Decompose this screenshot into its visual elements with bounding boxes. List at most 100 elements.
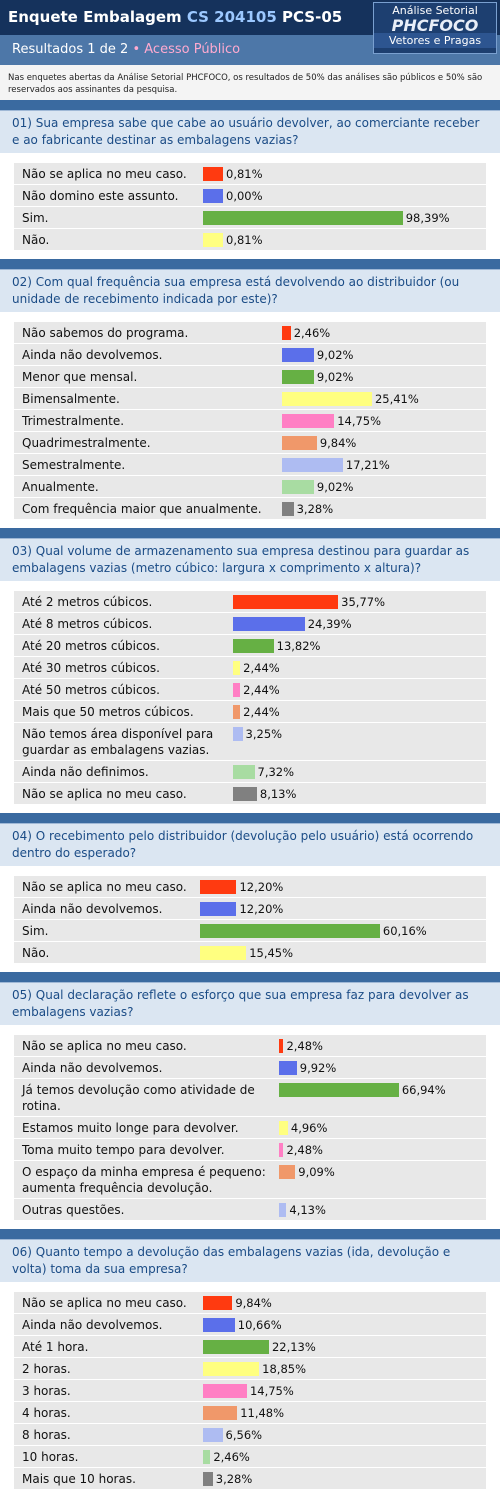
option-label: Ainda não devolvemos. <box>22 1061 163 1075</box>
value-label: 9,02% <box>316 369 354 384</box>
bar-wrap: 9,84% <box>203 1292 272 1313</box>
code: CS 204105 <box>186 8 277 26</box>
bar <box>233 764 255 779</box>
option-row: Não domino este assunto. 0,00% <box>14 185 486 207</box>
bar <box>279 1202 287 1217</box>
bar-wrap: 14,75% <box>203 1380 294 1401</box>
bar-wrap: 22,13% <box>203 1336 316 1357</box>
top-bar: Enquete Embalagem CS 204105 PCS-05 Análi… <box>0 0 500 54</box>
option-row: Ainda não devolvemos. 9,92% <box>14 1057 486 1079</box>
option-label: Sim. <box>22 924 49 938</box>
option-label: 4 horas. <box>22 1406 71 1420</box>
options: Não se aplica no meu caso. 2,48% Ainda não… <box>0 1025 500 1229</box>
value-label: 0,00% <box>226 188 263 203</box>
question-title: 02) Com qual frequência sua empresa está… <box>0 269 500 312</box>
bar <box>203 1427 223 1442</box>
value-label: 2,48% <box>286 1038 323 1053</box>
option-label: Até 1 hora. <box>22 1340 89 1354</box>
bar-wrap: 66,94% <box>279 1079 446 1100</box>
question-section: 05) Qual declaração reflete o esforço qu… <box>0 982 500 1229</box>
question-title: 05) Qual declaração reflete o esforço qu… <box>0 982 500 1025</box>
bar-wrap: 3,28% <box>203 1468 252 1489</box>
value-label: 6,56% <box>225 1427 263 1442</box>
bar <box>203 232 223 247</box>
bar-wrap: 14,75% <box>282 410 381 431</box>
option-label: 8 horas. <box>22 1428 71 1442</box>
bar-wrap: 25,41% <box>282 388 419 409</box>
bar <box>200 945 247 960</box>
access: Acesso Público <box>144 42 241 57</box>
value-label: 24,39% <box>307 616 352 631</box>
bar-wrap: 17,21% <box>282 454 390 475</box>
question-title: 01) Sua empresa sabe que cabe ao usuário… <box>0 110 500 153</box>
question-title: 06) Quanto tempo a devolução das embalag… <box>0 1239 500 1282</box>
option-label: Mais que 10 horas. <box>22 1472 136 1486</box>
option-row: Outras questões. 4,13% <box>14 1199 486 1221</box>
option-label: Bimensalmente. <box>22 392 120 406</box>
bar <box>282 479 314 494</box>
bar <box>282 347 314 362</box>
results: Resultados 1 de 2 <box>12 42 129 57</box>
bar-wrap: 2,44% <box>233 701 280 722</box>
value-label: 35,77% <box>341 594 386 609</box>
bar <box>200 879 237 894</box>
bar <box>282 435 317 450</box>
bar <box>233 660 241 675</box>
option-label: Não temos área disponível para guardar a… <box>22 727 214 757</box>
bar <box>233 616 305 631</box>
bar <box>200 901 237 916</box>
option-label: Até 50 metros cúbicos. <box>22 683 160 697</box>
option-label: 3 horas. <box>22 1384 71 1398</box>
bar <box>203 1449 211 1464</box>
option-label: Não. <box>22 233 50 247</box>
bar-wrap: 12,20% <box>200 898 283 919</box>
bar <box>203 1295 233 1310</box>
option-row: 10 horas. 2,46% <box>14 1446 486 1468</box>
option-label: Quadrimestralmente. <box>22 436 151 450</box>
option-label: 2 horas. <box>22 1362 71 1376</box>
option-row: Toma muito tempo para devolver. 2,48% <box>14 1139 486 1161</box>
question-section: 04) O recebimento pelo distribuidor (dev… <box>0 823 500 972</box>
value-label: 2,46% <box>213 1449 250 1464</box>
option-row: Semestralmente. 17,21% <box>14 454 486 476</box>
bar-wrap: 3,28% <box>282 498 333 519</box>
value-label: 2,44% <box>243 660 280 675</box>
bar <box>203 210 403 225</box>
option-label: Não se aplica no meu caso. <box>22 880 187 894</box>
options: Não se aplica no meu caso. 0,81% Não domin… <box>0 153 500 259</box>
bar-wrap: 24,39% <box>233 613 352 634</box>
option-label: Semestralmente. <box>22 458 126 472</box>
value-label: 25,41% <box>374 391 419 406</box>
option-row: Bimensalmente. 25,41% <box>14 388 486 410</box>
value-label: 10,66% <box>237 1317 282 1332</box>
question-title: 04) O recebimento pelo distribuidor (dev… <box>0 823 500 866</box>
option-label: Não sabemos do programa. <box>22 326 189 340</box>
bar-wrap: 2,44% <box>233 657 280 678</box>
bar <box>203 188 223 203</box>
value-label: 9,02% <box>316 479 354 494</box>
bar-wrap: 0,81% <box>203 229 263 250</box>
bar-wrap: 11,48% <box>203 1402 284 1423</box>
bar <box>233 594 339 609</box>
option-row: Mais que 10 horas. 3,28% <box>14 1468 486 1490</box>
options: Não sabemos do programa. 2,46% Ainda não d… <box>0 312 500 528</box>
option-row: Quadrimestralmente. 9,84% <box>14 432 486 454</box>
bar <box>203 1405 238 1420</box>
question-section: 03) Qual volume de armazenamento sua emp… <box>0 538 500 813</box>
value-label: 3,28% <box>296 501 334 516</box>
option-label: Até 30 metros cúbicos. <box>22 661 160 675</box>
option-row: Não se aplica no meu caso. 9,84% <box>14 1292 486 1314</box>
bar <box>233 682 241 697</box>
value-label: 2,44% <box>243 682 280 697</box>
bar-wrap: 2,44% <box>233 679 280 700</box>
bar <box>233 704 241 719</box>
bar-wrap: 15,45% <box>200 942 293 963</box>
question-section: 06) Quanto tempo a devolução das embalag… <box>0 1239 500 1498</box>
bar-wrap: 0,00% <box>203 185 263 206</box>
bar <box>282 325 291 340</box>
bar <box>282 369 314 384</box>
value-label: 17,21% <box>345 457 390 472</box>
option-row: Não sabemos do programa. 2,46% <box>14 322 486 344</box>
option-row: O espaço da minha empresa é pequeno: aum… <box>14 1161 486 1199</box>
